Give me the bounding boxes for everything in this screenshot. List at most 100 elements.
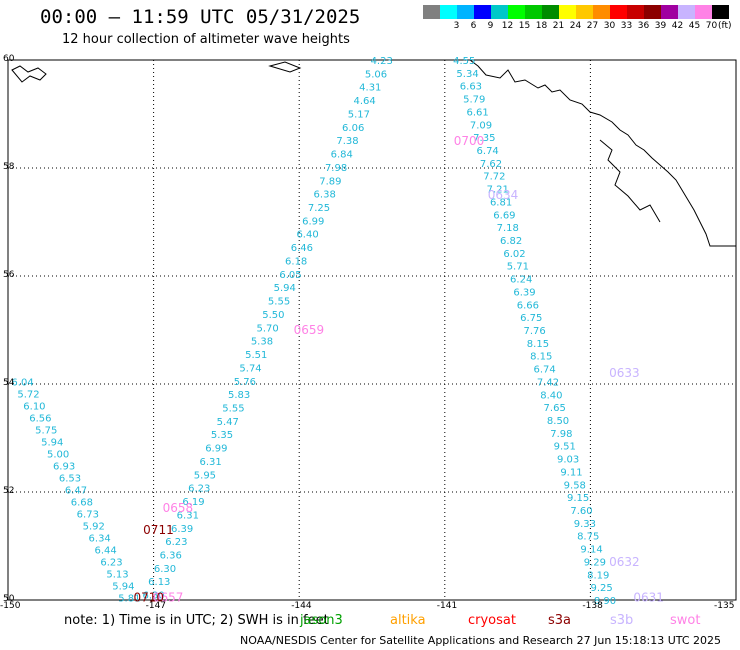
- wave-height-label: 6.05: [279, 270, 301, 281]
- legend-label: 3: [453, 21, 460, 31]
- wave-height-label: 6.30: [154, 564, 176, 575]
- legend-swatch: [457, 5, 474, 19]
- wave-height-label: 7.25: [308, 203, 330, 214]
- pass-time-label: 0633: [609, 366, 640, 380]
- wave-height-label: 6.99: [302, 216, 324, 227]
- wave-height-label: 6.63: [460, 82, 482, 93]
- wave-height-label: 9.29: [584, 557, 606, 568]
- legend-swatch: [508, 5, 525, 19]
- wave-height-label: 6.68: [71, 497, 93, 508]
- wave-height-label: 5.55: [222, 403, 244, 414]
- wave-height-label: 8.15: [527, 339, 549, 350]
- wave-height-label: 8.40: [540, 390, 562, 401]
- wave-height-label: 5.34: [456, 69, 478, 80]
- wave-height-label: 6.74: [534, 365, 556, 376]
- wave-height-label: 6.10: [23, 401, 45, 412]
- satellite-name: s3b: [610, 613, 634, 628]
- legend-label: 70: [705, 21, 718, 31]
- wave-height-label: 7.21: [487, 185, 509, 196]
- wave-height-label: 6.34: [89, 533, 111, 544]
- wave-height-label: 8.19: [587, 570, 609, 581]
- wave-height-label: 7.76: [523, 326, 545, 337]
- wave-height-label: 7.42: [537, 377, 559, 388]
- wave-height-label: 7.60: [570, 506, 592, 517]
- lon-tick-label: -144: [291, 601, 312, 611]
- wave-height-label: 9.03: [557, 455, 579, 466]
- lon-tick-label: -135: [714, 601, 735, 611]
- wave-height-label: 6.38: [314, 190, 336, 201]
- wave-height-label: 6.04: [11, 377, 33, 388]
- wave-height-label: 6.44: [94, 545, 116, 556]
- wave-height-label: 7.62: [480, 159, 502, 170]
- legend-label: 21: [552, 21, 565, 31]
- coastline-kenai: [11, 65, 47, 83]
- wave-height-label: 6.06: [342, 123, 364, 134]
- wave-height-label: 5.38: [251, 337, 273, 348]
- legend-label: 27: [586, 21, 599, 31]
- wave-height-label: 6.23: [165, 537, 187, 548]
- legend-unit: (ft): [718, 21, 732, 31]
- map-frame: [7, 59, 737, 601]
- footer-credit: NOAA/NESDIS Center for Satellite Applica…: [240, 634, 722, 647]
- note-text: note: 1) Time is in UTC; 2) SWH is in fe…: [64, 613, 329, 628]
- wave-height-label: 6.36: [160, 551, 182, 562]
- legend-swatch: [695, 5, 712, 19]
- legend-label: 30: [603, 21, 616, 31]
- pass-time-label: 0657: [153, 590, 184, 604]
- pass-time-label: 0631: [633, 590, 664, 604]
- wave-height-label: 6.53: [59, 473, 81, 484]
- legend-swatch: [593, 5, 610, 19]
- wave-height-label: 5.94: [112, 581, 134, 592]
- wave-height-label: 7.98: [550, 429, 572, 440]
- wave-height-label: 6.23: [188, 484, 210, 495]
- legend-swatch: [525, 5, 542, 19]
- lon-tick-label: -147: [145, 601, 167, 611]
- wave-height-label: 6.84: [331, 150, 353, 161]
- pass-time-label: 0711: [143, 523, 174, 537]
- wave-height-label: 5.72: [17, 389, 39, 400]
- lat-tick-label: 60: [3, 54, 15, 64]
- wave-height-label: 6.82: [500, 236, 522, 247]
- wave-height-label: 6.73: [77, 509, 99, 520]
- wave-height-label: 6.39: [171, 524, 193, 535]
- wave-height-label: 6.99: [205, 444, 227, 455]
- legend-swatch: [474, 5, 491, 19]
- coastline-inlets: [599, 139, 661, 223]
- coastline-mainland: [468, 59, 737, 247]
- legend-label: 33: [620, 21, 633, 31]
- legend-label: 15: [518, 21, 531, 31]
- wave-height-label: 6.66: [517, 300, 539, 311]
- legend-swatch: [440, 5, 457, 19]
- satellite-name: jason3: [300, 613, 343, 628]
- legend-label: 24: [569, 21, 582, 31]
- wave-height-label: 9.33: [574, 519, 596, 530]
- wave-height-label: 5.75: [35, 425, 57, 436]
- legend-label: 6: [470, 21, 477, 31]
- wave-height-label: 6.31: [177, 510, 199, 521]
- wave-height-label: 9.11: [560, 467, 582, 478]
- legend-swatch: [491, 5, 508, 19]
- pass-time-label: 0658: [163, 501, 194, 515]
- wave-height-label: 5.94: [41, 437, 63, 448]
- legend-swatch: [559, 5, 576, 19]
- wave-height-label: 9.51: [554, 442, 576, 453]
- wave-height-label: 5.95: [194, 470, 216, 481]
- wave-height-label: 6.40: [296, 230, 318, 241]
- legend-swatch: [576, 5, 593, 19]
- wave-height-label: 6.46: [291, 243, 313, 254]
- legend-label: 39: [654, 21, 667, 31]
- legend-label: 9: [487, 21, 494, 31]
- wave-height-label: 5.83: [228, 390, 250, 401]
- legend-label: 12: [501, 21, 514, 31]
- wave-height-label: 5.81: [118, 593, 140, 604]
- pass-time-label: 0710: [133, 590, 164, 604]
- legend-swatch: [644, 5, 661, 19]
- wave-height-label: 7.98: [325, 163, 347, 174]
- wave-height-label: 9.15: [567, 493, 589, 504]
- legend-swatch: [627, 5, 644, 19]
- wave-height-label: 4.64: [353, 96, 375, 107]
- lon-tick-label: -141: [436, 601, 458, 611]
- map-subtitle: 12 hour collection of altimeter wave hei…: [62, 32, 350, 47]
- wave-height-label: 6.31: [199, 457, 221, 468]
